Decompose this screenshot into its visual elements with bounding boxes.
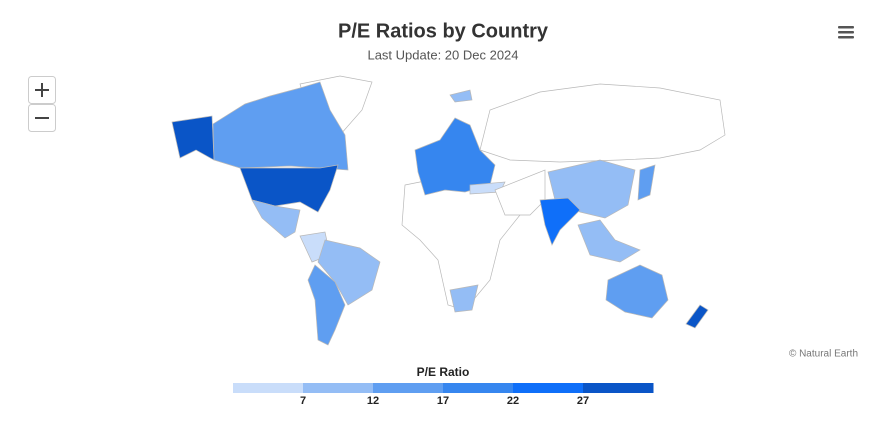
legend-swatch	[513, 383, 584, 393]
new-zealand	[685, 304, 709, 329]
menu-bar	[838, 36, 854, 39]
legend-tick-label: 17	[437, 395, 449, 407]
legend-tick-label: 22	[507, 395, 519, 407]
legend: 7 12 17 22 27	[233, 383, 654, 407]
middle-east	[494, 169, 546, 216]
legend-swatch	[583, 383, 654, 393]
alaska	[171, 115, 215, 161]
mexico	[251, 199, 301, 239]
zoom-in[interactable]	[28, 76, 56, 104]
brazil	[317, 239, 381, 306]
map-credit: © Natural Earth	[789, 349, 858, 360]
russia	[479, 83, 726, 163]
europe	[414, 117, 496, 196]
chart-subtitle: Last Update: 20 Dec 2024	[367, 47, 518, 62]
india	[539, 197, 581, 246]
legend-swatch	[373, 383, 444, 393]
south-africa	[449, 284, 479, 313]
legend-tick-label: 27	[577, 395, 589, 407]
zoom-out[interactable]	[28, 104, 56, 132]
legend-title: P/E Ratio	[417, 365, 470, 379]
legend-tick-label: 12	[367, 395, 379, 407]
legend-tick-label: 7	[300, 395, 306, 407]
plus-icon	[35, 83, 49, 97]
svalbard	[449, 89, 473, 103]
menu-bar	[838, 31, 854, 34]
menu-button[interactable]	[836, 22, 856, 42]
argentina-chile	[307, 264, 346, 346]
legend-swatch	[233, 383, 304, 393]
menu-bar	[838, 26, 854, 29]
australia	[605, 264, 669, 319]
legend-swatch	[443, 383, 514, 393]
map	[171, 75, 726, 346]
southeast-asia	[577, 219, 641, 263]
chart-title: P/E Ratios by Country	[338, 20, 549, 42]
japan	[637, 164, 656, 201]
legend-swatch	[303, 383, 374, 393]
